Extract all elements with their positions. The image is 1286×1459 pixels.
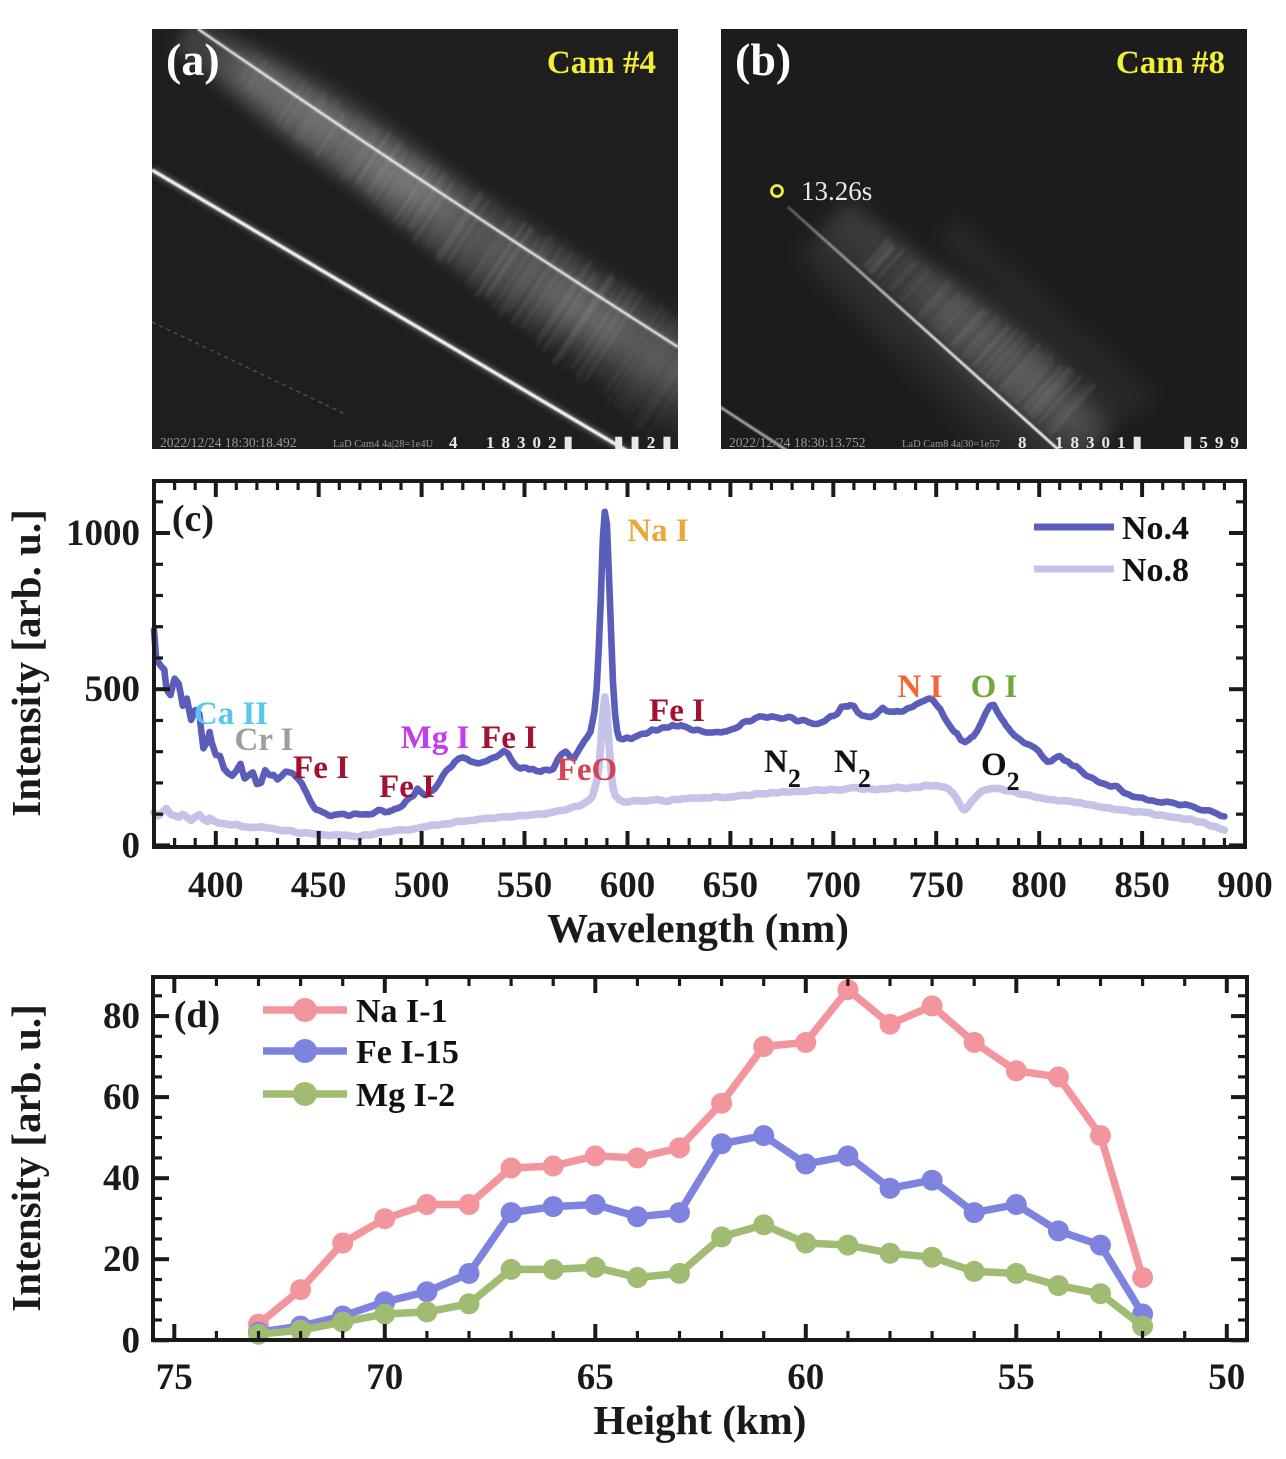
svg-text:▮▮2▮: ▮▮2▮ [614,433,679,452]
svg-text:(c): (c) [172,498,214,540]
svg-text:(b): (b) [735,34,791,85]
svg-text:Fe I: Fe I [379,769,435,805]
svg-text:Intensity [arb. u.]: Intensity [arb. u.] [3,509,49,817]
svg-text:LaD Cam8 4a|30=1e57: LaD Cam8 4a|30=1e57 [902,439,1000,450]
svg-text:400: 400 [188,865,244,906]
svg-text:65: 65 [577,1357,614,1398]
svg-text:Wavelength (nm): Wavelength (nm) [547,905,849,951]
svg-text:75: 75 [156,1357,193,1398]
svg-text:Na I: Na I [627,513,688,549]
svg-text:60: 60 [787,1357,824,1398]
svg-text:1000: 1000 [66,513,140,554]
svg-text:18302▮: 18302▮ [486,433,580,452]
svg-text:Ca II: Ca II [194,696,268,732]
svg-text:900: 900 [1217,865,1273,906]
svg-text:No.8: No.8 [1122,552,1189,589]
svg-text:13.26s: 13.26s [801,176,872,206]
svg-text:2022/12/24 18:30:18.492: 2022/12/24 18:30:18.492 [160,435,297,450]
svg-text:Intensity [arb. u.]: Intensity [arb. u.] [3,1004,49,1312]
svg-text:40: 40 [103,1158,140,1199]
svg-text:(a): (a) [166,34,220,85]
svg-text:2022/12/24 18:30:13.752: 2022/12/24 18:30:13.752 [729,435,866,450]
svg-text:Mg I: Mg I [401,720,470,756]
svg-text:0: 0 [122,825,141,866]
svg-text:Fe I: Fe I [649,693,705,729]
svg-text:750: 750 [908,865,964,906]
svg-text:Mg I-2: Mg I-2 [356,1077,455,1114]
svg-text:800: 800 [1011,865,1067,906]
svg-text:450: 450 [291,865,347,906]
svg-text:80: 80 [103,996,140,1037]
svg-text:60: 60 [103,1077,140,1118]
svg-text:20: 20 [103,1239,140,1280]
svg-text:4: 4 [449,433,458,452]
svg-text:650: 650 [703,865,759,906]
svg-text:55: 55 [998,1357,1035,1398]
svg-text:850: 850 [1114,865,1170,906]
svg-text:8: 8 [1018,433,1027,452]
svg-text:Cam #8: Cam #8 [1116,45,1225,81]
svg-text:Cam #4: Cam #4 [547,45,656,81]
svg-text:550: 550 [497,865,553,906]
svg-text:LaD Cam4 4a|28=1e4U: LaD Cam4 4a|28=1e4U [333,439,434,450]
svg-text:700: 700 [806,865,862,906]
svg-text:(d): (d) [174,994,220,1036]
svg-text:70: 70 [366,1357,403,1398]
svg-text:No.4: No.4 [1122,510,1189,547]
svg-text:O I: O I [971,669,1018,705]
svg-text:Fe I: Fe I [481,720,537,756]
svg-text:Height (km): Height (km) [594,1397,807,1443]
svg-text:Fe I: Fe I [293,750,349,786]
svg-text:500: 500 [394,865,450,906]
svg-text:N I: N I [898,669,943,705]
svg-text:50: 50 [1208,1357,1245,1398]
svg-text:500: 500 [85,669,141,710]
svg-text:Na I-1: Na I-1 [356,993,448,1030]
svg-text:▮599: ▮599 [1183,433,1246,452]
svg-text:Fe I-15: Fe I-15 [356,1034,459,1071]
svg-text:18301▮: 18301▮ [1055,433,1149,452]
svg-text:Cr I: Cr I [235,722,294,758]
svg-text:600: 600 [600,865,656,906]
svg-text:0: 0 [122,1320,141,1361]
svg-text:FeO: FeO [557,752,617,788]
